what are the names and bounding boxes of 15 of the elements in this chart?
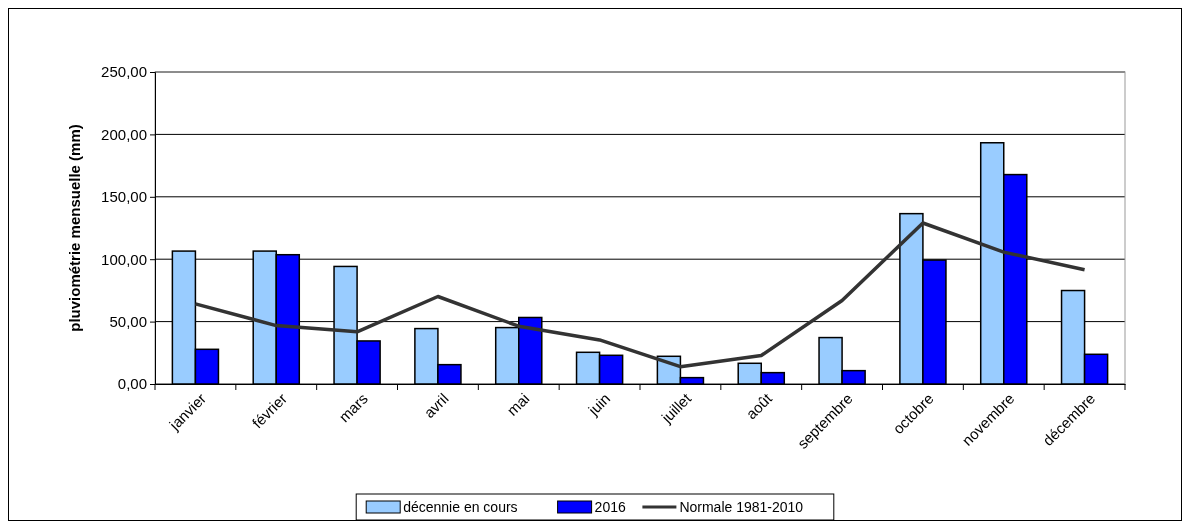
y-tick-label: 200,00 [101, 125, 147, 143]
legend-label: Normale 1981-2010 [679, 499, 804, 515]
y-tick-label: 100,00 [101, 250, 147, 268]
y-tick-label: 250,00 [101, 63, 147, 81]
y-tick-label: 150,00 [101, 188, 147, 206]
y-axis-title: pluviométrie mensuelle (mm) [66, 124, 83, 332]
x-tick-label: juin [584, 389, 614, 420]
y-tick-label: 50,00 [109, 312, 147, 330]
x-tick-label: août [742, 389, 776, 423]
legend-label: 2016 [594, 499, 626, 515]
x-tick-label: mai [503, 389, 533, 419]
line-series [193, 221, 1087, 369]
legend-label: décennie en cours [403, 499, 518, 515]
x-tick-label: avril [420, 389, 452, 422]
y-tick-label: 0,00 [117, 375, 147, 393]
